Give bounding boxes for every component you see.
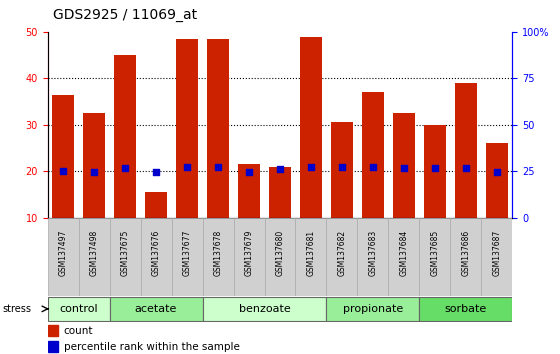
Bar [326, 218, 357, 296]
Text: GSM137684: GSM137684 [399, 229, 408, 276]
Bar [78, 218, 110, 296]
Bar [296, 218, 326, 296]
Point [245, 169, 254, 175]
Point [120, 165, 129, 170]
Point [338, 164, 347, 170]
Text: GSM137683: GSM137683 [368, 229, 377, 276]
Bar [455, 83, 477, 218]
Text: GSM137686: GSM137686 [461, 229, 470, 276]
Bar [362, 92, 384, 218]
Point [368, 164, 377, 170]
Bar [389, 218, 419, 296]
Text: percentile rank within the sample: percentile rank within the sample [64, 342, 240, 352]
Bar [264, 218, 296, 296]
Text: control: control [59, 304, 98, 314]
Bar [393, 113, 415, 218]
Bar [424, 125, 446, 218]
Text: GSM137680: GSM137680 [276, 229, 284, 276]
Text: GSM137676: GSM137676 [152, 229, 161, 276]
Point [276, 167, 284, 172]
Bar [203, 297, 326, 321]
Text: GSM137675: GSM137675 [120, 229, 129, 276]
Text: sorbate: sorbate [445, 304, 487, 314]
Bar [203, 218, 234, 296]
Point [399, 166, 408, 171]
Point [213, 164, 222, 170]
Bar [269, 167, 291, 218]
Bar [326, 297, 419, 321]
Bar [450, 218, 482, 296]
Point [152, 169, 161, 175]
Bar [419, 297, 512, 321]
Bar [419, 218, 450, 296]
Point [90, 169, 99, 175]
Text: acetate: acetate [135, 304, 178, 314]
Bar [52, 95, 74, 218]
Text: GSM137497: GSM137497 [59, 229, 68, 276]
Bar [48, 297, 110, 321]
Point [431, 166, 440, 171]
Text: GSM137677: GSM137677 [183, 229, 192, 276]
Bar [486, 143, 508, 218]
Bar [48, 341, 58, 353]
Point [461, 165, 470, 170]
Text: GSM137678: GSM137678 [213, 229, 222, 276]
Bar [83, 113, 105, 218]
Point [59, 169, 68, 174]
Text: GSM137687: GSM137687 [492, 229, 501, 276]
Text: GDS2925 / 11069_at: GDS2925 / 11069_at [53, 8, 197, 23]
Text: count: count [64, 326, 94, 336]
Bar [331, 122, 353, 218]
Text: GSM137685: GSM137685 [431, 229, 440, 276]
Text: GSM137679: GSM137679 [245, 229, 254, 276]
Point [492, 169, 501, 175]
Bar [141, 218, 171, 296]
Bar [234, 218, 264, 296]
Bar [482, 218, 512, 296]
Bar [176, 39, 198, 218]
Bar [114, 55, 136, 218]
Point [183, 164, 192, 170]
Text: GSM137681: GSM137681 [306, 229, 315, 275]
Text: GSM137498: GSM137498 [90, 229, 99, 276]
Bar [300, 36, 322, 218]
Bar [48, 218, 78, 296]
Bar [110, 297, 203, 321]
Bar [110, 218, 141, 296]
Bar [238, 164, 260, 218]
Text: propionate: propionate [343, 304, 403, 314]
Bar [357, 218, 389, 296]
Bar [48, 325, 58, 336]
Bar [145, 192, 167, 218]
Text: stress: stress [3, 304, 32, 314]
Point [306, 164, 315, 170]
Bar [171, 218, 203, 296]
Text: benzoate: benzoate [239, 304, 291, 314]
Bar [207, 39, 229, 218]
Text: GSM137682: GSM137682 [338, 229, 347, 275]
